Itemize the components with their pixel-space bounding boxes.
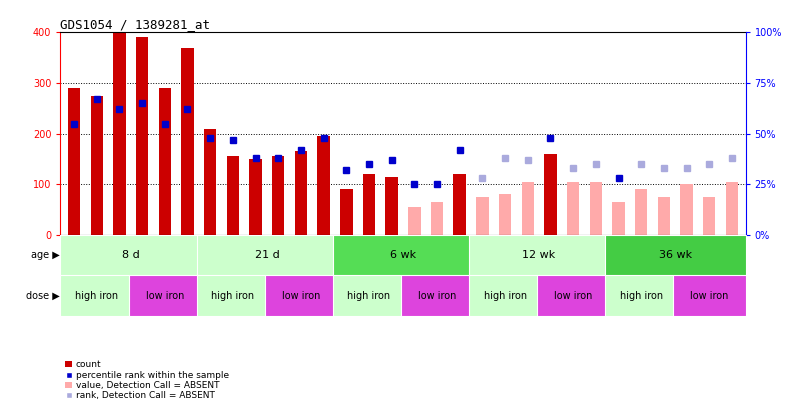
Bar xyxy=(197,275,269,316)
Text: GDS1054 / 1389281_at: GDS1054 / 1389281_at xyxy=(60,18,210,31)
Bar xyxy=(658,197,670,235)
Bar xyxy=(197,235,337,275)
Bar xyxy=(363,174,376,235)
Text: 6 wk: 6 wk xyxy=(390,250,416,260)
Bar xyxy=(537,275,609,316)
Bar xyxy=(476,197,488,235)
Text: high iron: high iron xyxy=(75,291,118,301)
Text: low iron: low iron xyxy=(690,291,729,301)
Bar xyxy=(295,151,307,235)
Bar xyxy=(128,275,202,316)
Bar xyxy=(469,275,542,316)
Text: 21 d: 21 d xyxy=(255,250,279,260)
Bar xyxy=(60,275,133,316)
Bar xyxy=(469,235,609,275)
Text: high iron: high iron xyxy=(484,291,526,301)
Text: high iron: high iron xyxy=(620,291,663,301)
Bar xyxy=(680,184,693,235)
Bar xyxy=(272,156,285,235)
Bar xyxy=(90,96,103,235)
Text: age ▶: age ▶ xyxy=(31,250,60,260)
Bar xyxy=(249,159,262,235)
Bar xyxy=(340,190,352,235)
Text: low iron: low iron xyxy=(418,291,456,301)
Bar xyxy=(60,235,201,275)
Text: 8 d: 8 d xyxy=(122,250,139,260)
Bar xyxy=(159,88,171,235)
Bar xyxy=(613,202,625,235)
Text: low iron: low iron xyxy=(146,291,184,301)
Bar xyxy=(604,235,746,275)
Bar xyxy=(544,154,557,235)
Bar xyxy=(521,182,534,235)
Bar xyxy=(408,207,421,235)
Bar xyxy=(454,174,466,235)
Text: 12 wk: 12 wk xyxy=(522,250,556,260)
Bar xyxy=(604,275,678,316)
Bar xyxy=(725,182,738,235)
Bar xyxy=(703,197,716,235)
Bar xyxy=(499,194,511,235)
Bar xyxy=(635,190,647,235)
Bar xyxy=(264,275,337,316)
Bar xyxy=(333,235,473,275)
Bar xyxy=(673,275,746,316)
Text: low iron: low iron xyxy=(282,291,320,301)
Bar xyxy=(181,47,193,235)
Text: 36 wk: 36 wk xyxy=(659,250,692,260)
Text: low iron: low iron xyxy=(554,291,592,301)
Bar xyxy=(136,37,148,235)
Bar xyxy=(589,182,602,235)
Bar xyxy=(333,275,405,316)
Bar xyxy=(567,182,580,235)
Text: dose ▶: dose ▶ xyxy=(27,291,60,301)
Legend: count, percentile rank within the sample, value, Detection Call = ABSENT, rank, : count, percentile rank within the sample… xyxy=(65,360,229,401)
Bar xyxy=(226,156,239,235)
Bar xyxy=(68,88,81,235)
Bar xyxy=(204,129,217,235)
Bar xyxy=(318,136,330,235)
Text: high iron: high iron xyxy=(211,291,255,301)
Bar xyxy=(385,177,398,235)
Bar xyxy=(401,275,473,316)
Text: high iron: high iron xyxy=(347,291,391,301)
Bar xyxy=(430,202,443,235)
Bar xyxy=(113,32,126,235)
